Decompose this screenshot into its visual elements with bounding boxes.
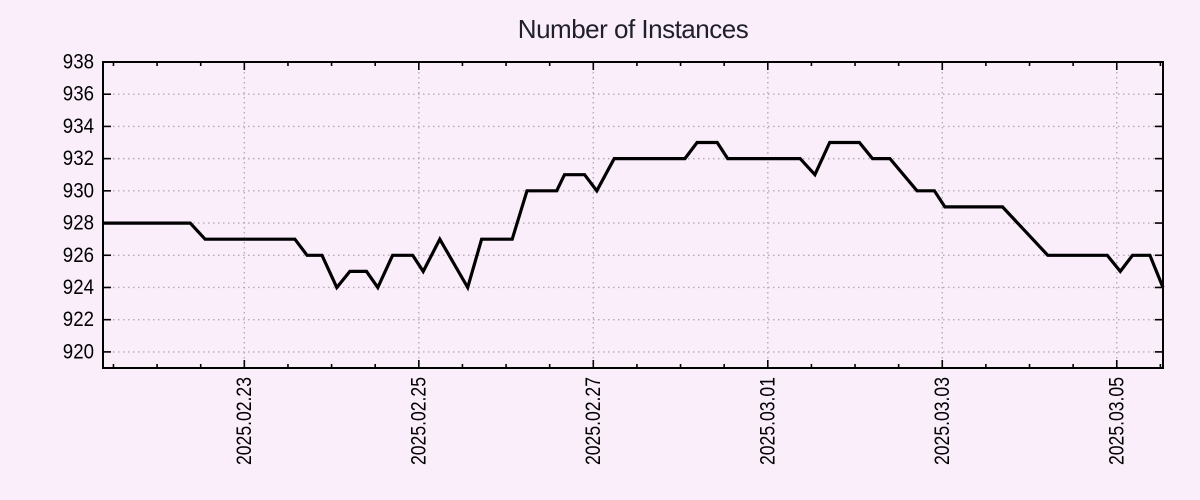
y-axis-labels: 920 922 924 926 928 930 932 934 936 938 [63,51,94,364]
gridlines [103,62,1163,368]
x-tick-label: 2025.02.25 [407,377,430,465]
y-tick-label: 928 [63,212,94,235]
x-tick-label: 2025.03.01 [756,377,779,465]
plot-border [102,61,1164,369]
y-tick-label: 932 [63,147,94,170]
y-tick-label: 924 [63,276,94,299]
x-tick-label: 2025.02.27 [582,377,605,465]
y-tick-label: 934 [63,115,94,138]
axis-ticks [103,62,1163,368]
chart-title: Number of Instances [517,14,749,44]
y-tick-label: 936 [63,83,94,106]
y-tick-label: 926 [63,244,94,267]
x-tick-label: 2025.03.05 [1105,377,1128,465]
y-tick-label: 922 [63,308,94,331]
y-tick-label: 938 [63,51,94,74]
x-tick-label: 2025.02.23 [233,377,256,465]
y-tick-label: 930 [63,179,94,202]
x-tick-label: 2025.03.03 [931,377,954,465]
x-axis-labels: 2025.02.23 2025.02.25 2025.02.27 2025.03.01… [233,377,1128,465]
y-tick-label: 920 [63,340,94,363]
data-line-instances [103,140,1165,292]
